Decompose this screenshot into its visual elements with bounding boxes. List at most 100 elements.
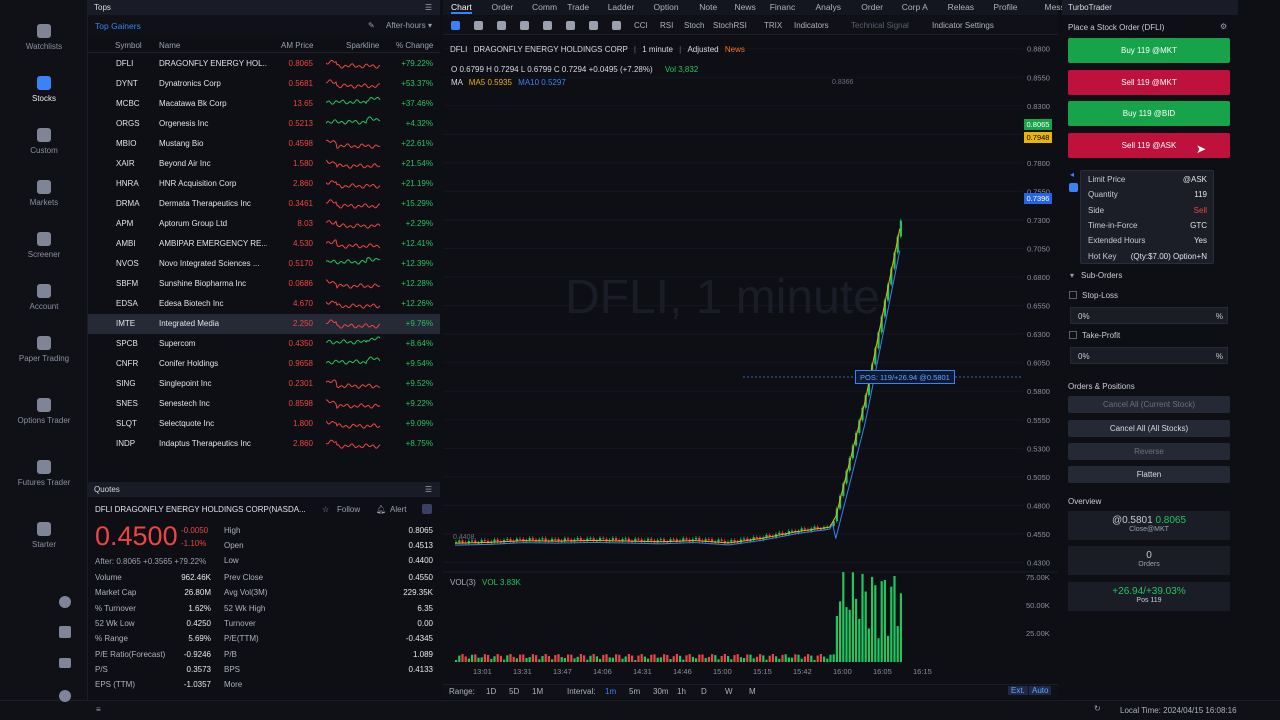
range-5d[interactable]: 5D <box>509 687 520 696</box>
tab-news[interactable]: News <box>734 2 756 12</box>
row-symbol[interactable]: SLQT <box>116 419 137 428</box>
table-row[interactable]: SLQT Selectquote Inc 1.800 +9.09% <box>88 414 440 434</box>
menu-icon[interactable]: ☰ <box>424 485 432 494</box>
stat-label[interactable]: More <box>224 680 243 690</box>
chevron-down-icon[interactable]: ▾ <box>428 21 433 30</box>
row-symbol[interactable]: SNES <box>116 399 138 408</box>
sidebar-item-stocks[interactable]: Stocks <box>0 76 88 104</box>
interval-30m[interactable]: 30m <box>653 687 669 696</box>
sidebar-item-futures-trader[interactable]: Futures Trader <box>0 460 88 488</box>
indicator-indicators[interactable]: Indicators <box>794 21 829 30</box>
tab-note[interactable]: Note <box>699 2 718 12</box>
edit-icon[interactable]: ✎ <box>368 21 375 30</box>
stop-loss-input[interactable]: 0% % <box>1070 307 1228 324</box>
interval-5m[interactable]: 5m <box>629 687 641 696</box>
row-symbol[interactable]: INDP <box>116 439 136 448</box>
menu-icon[interactable]: ☰ <box>424 3 432 12</box>
checkbox-icon[interactable] <box>1069 183 1078 192</box>
bell-icon[interactable]: 🔔︎ <box>376 505 387 514</box>
list-icon[interactable]: ≡ <box>96 705 101 714</box>
row-symbol[interactable]: ORGS <box>116 119 140 128</box>
tab-financ[interactable]: Financ <box>769 2 796 12</box>
row-symbol[interactable]: NVOS <box>116 259 139 268</box>
sidebar-item-watchlists[interactable]: Watchlists <box>0 24 88 52</box>
follow-button[interactable]: Follow <box>337 505 361 514</box>
buy-bid-button[interactable]: Buy 119 @BID <box>1068 101 1230 126</box>
table-row[interactable]: DRMA Dermata Therapeutics Inc 0.3461 +15.29… <box>88 194 440 214</box>
headset-icon[interactable] <box>59 596 71 608</box>
col-symbol[interactable]: Symbol <box>115 41 142 50</box>
tab-option[interactable]: Option <box>653 2 679 12</box>
flatten-button[interactable]: Flatten <box>1068 466 1230 483</box>
interval-w[interactable]: W <box>725 687 733 696</box>
indicator-cci[interactable]: CCI <box>634 21 648 30</box>
table-row[interactable]: IMTE Integrated Media 2.250 +9.76% <box>88 314 440 334</box>
row-symbol[interactable]: SBFM <box>116 279 139 288</box>
tab-top-gainers[interactable]: Top Gainers <box>95 21 141 31</box>
col-name[interactable]: Name <box>159 41 181 50</box>
row-symbol[interactable]: APM <box>116 219 134 228</box>
table-row[interactable]: CNFR Conifer Holdings 0.9658 +9.54% <box>88 354 440 374</box>
indicator-trix[interactable]: TRIX <box>764 21 783 30</box>
table-row[interactable]: APM Aptorum Group Ltd 8.03 +2.29% <box>88 214 440 234</box>
interval-1h[interactable]: 1h <box>677 687 686 696</box>
stop-loss-value[interactable]: 0% <box>1078 312 1090 321</box>
sidebar-item-custom[interactable]: Custom <box>0 128 88 156</box>
row-symbol[interactable]: MBIO <box>116 139 137 148</box>
row-symbol[interactable]: CNFR <box>116 359 139 368</box>
tab-trade[interactable]: Trade <box>567 2 590 12</box>
range-1d[interactable]: 1D <box>486 687 497 696</box>
sidebar-item-markets[interactable]: Markets <box>0 180 88 208</box>
tab-messa[interactable]: Messa <box>1044 2 1070 12</box>
tab-ladder[interactable]: Ladder <box>607 2 635 12</box>
gear-icon[interactable]: ⚙ <box>1220 22 1228 31</box>
table-row[interactable]: AMBI AMBIPAR EMERGENCY RE... 4.530 +12.41% <box>88 234 440 254</box>
interval-d[interactable]: D <box>701 687 707 696</box>
row-symbol[interactable]: HNRA <box>116 179 139 188</box>
chart-icon[interactable] <box>422 504 432 514</box>
interval-1m[interactable]: 1m <box>605 687 617 696</box>
range-1m[interactable]: 1M <box>532 687 544 696</box>
table-row[interactable]: XAIR Beyond Air Inc 1.580 +21.54% <box>88 154 440 174</box>
book-icon[interactable] <box>59 626 71 638</box>
table-row[interactable]: SPCB Supercom 0.4350 +8.64% <box>88 334 440 354</box>
indicator-stoch[interactable]: Stoch <box>684 21 705 30</box>
ext-toggle[interactable]: Ext. <box>1008 686 1028 695</box>
vs-icon[interactable] <box>543 21 552 30</box>
tab-order[interactable]: Order <box>861 2 884 12</box>
row-symbol[interactable]: AMBI <box>116 239 136 248</box>
indicator-rsi[interactable]: RSI <box>660 21 674 30</box>
session-select[interactable]: After-hours <box>386 21 426 30</box>
tab-comm[interactable]: Comm <box>532 2 558 12</box>
col-price[interactable]: AM Price <box>281 41 314 50</box>
star-icon[interactable]: ☆ <box>322 505 330 514</box>
tab-order[interactable]: Order <box>491 2 514 12</box>
cursor-icon[interactable] <box>451 21 460 30</box>
row-symbol[interactable]: DFLI <box>116 59 134 68</box>
row-symbol[interactable]: DRMA <box>116 199 140 208</box>
tab-corp-a[interactable]: Corp A <box>901 2 928 12</box>
chevron-down-icon[interactable]: ▾ <box>1070 271 1075 280</box>
sidebar-item-starter[interactable]: Starter <box>0 522 88 550</box>
tab-chart[interactable]: Chart <box>451 2 472 14</box>
globe-icon[interactable] <box>612 21 621 30</box>
indicator-technical-signal[interactable]: Technical Signal <box>851 21 909 30</box>
table-row[interactable]: SBFM Sunshine Biopharma Inc 0.0686 +12.28% <box>88 274 440 294</box>
indicator-indicator-settings[interactable]: Indicator Settings <box>932 21 994 30</box>
table-row[interactable]: SING Singlepoint Inc 0.2301 +9.52% <box>88 374 440 394</box>
cancel-current-button[interactable]: Cancel All (Current Stock) <box>1068 396 1230 413</box>
row-symbol[interactable]: DYNT <box>116 79 138 88</box>
table-row[interactable]: EDSA Edesa Biotech Inc 4.670 +12.26% <box>88 294 440 314</box>
indicator-stochrsi[interactable]: StochRSI <box>713 21 747 30</box>
position-label[interactable]: POS: 119/+26.94 @0.5801 <box>855 370 955 384</box>
row-symbol[interactable]: SPCB <box>116 339 138 348</box>
adjusted-toggle[interactable]: Adjusted <box>687 45 719 54</box>
cloud-icon[interactable] <box>566 21 575 30</box>
layout-icon[interactable] <box>497 21 506 30</box>
row-symbol[interactable]: IMTE <box>116 319 136 328</box>
table-row[interactable]: NVOS Novo Integrated Sciences ... 0.5170 +1… <box>88 254 440 274</box>
news-toggle[interactable]: News <box>724 45 745 54</box>
table-row[interactable]: SNES Senestech Inc 0.8598 +9.22% <box>88 394 440 414</box>
dollar-icon[interactable] <box>589 21 598 30</box>
grid-icon[interactable] <box>520 21 529 30</box>
